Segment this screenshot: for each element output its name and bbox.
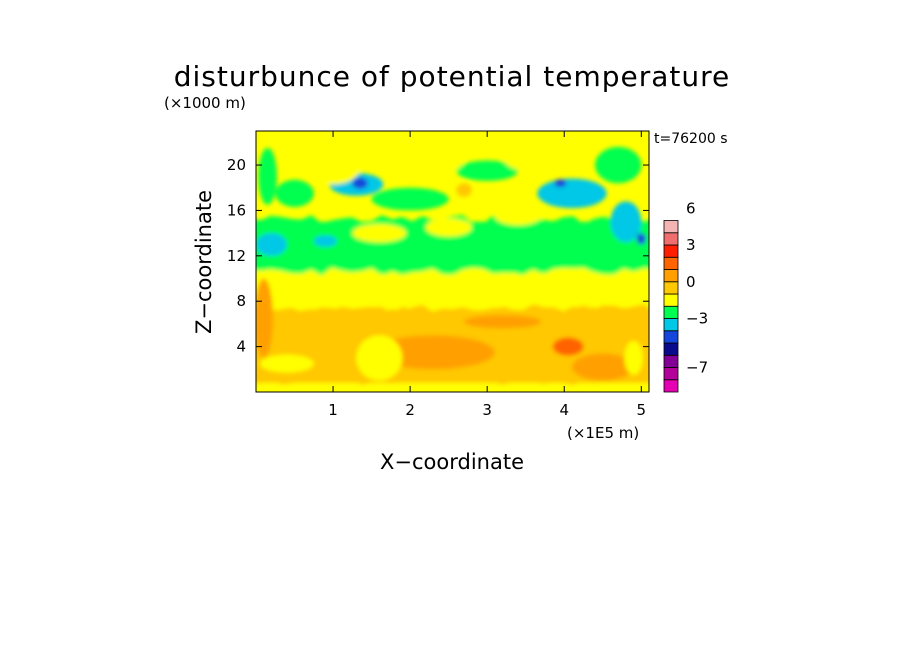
colorbar-swatch (663, 256, 679, 270)
field-patch (258, 148, 277, 205)
colorbar-swatch (663, 269, 679, 283)
colorbar-swatch (663, 379, 679, 393)
field-patch (371, 187, 449, 211)
colorbar-swatch (663, 354, 679, 368)
colorbar-tick-label: −3 (686, 310, 708, 328)
time-label: t=76200 s (654, 131, 728, 147)
field-patch (259, 354, 314, 373)
x-unit-label: (×1E5 m) (567, 424, 639, 442)
field-patch (456, 160, 518, 181)
plot-area (256, 131, 649, 392)
colorbar-swatch (663, 281, 679, 295)
colorbar-swatch (663, 220, 679, 234)
field-patch (456, 183, 472, 197)
y-tick-label: 8 (236, 292, 246, 310)
field-patch (256, 278, 273, 358)
colorbar-swatch (663, 318, 679, 332)
x-tick-label: 2 (405, 401, 415, 419)
field-patch (624, 340, 643, 375)
colorbar-swatch (663, 293, 679, 307)
y-axis: 4 8 12 16 20 (227, 156, 649, 356)
x-axis: 1 2 3 4 5 (328, 131, 646, 419)
x-tick-label: 5 (637, 401, 647, 419)
colorbar-tick-label: 0 (686, 273, 696, 291)
field-band (256, 382, 649, 392)
field-patch (554, 179, 567, 188)
colorbar-tick-label: −7 (686, 359, 708, 377)
x-tick-label: 4 (559, 401, 569, 419)
field-patch (256, 233, 287, 256)
contour-field (256, 141, 649, 392)
x-axis-label: X−coordinate (380, 450, 524, 474)
y-tick-label: 4 (236, 338, 246, 356)
field-patch (610, 201, 642, 243)
field-patch (552, 337, 584, 356)
y-axis-label: Z−coordinate (192, 190, 216, 334)
field-patch (352, 224, 407, 243)
field-patch (356, 335, 403, 381)
field-patch (425, 218, 472, 237)
field-patch (417, 145, 465, 173)
field-patch (371, 335, 495, 370)
field-patch (313, 235, 337, 247)
colorbar-tick-label: 6 (686, 199, 696, 217)
plot-frame (255, 130, 650, 393)
field-patch (502, 141, 549, 171)
colorbar-swatch (663, 305, 679, 319)
colorbar-swatch (663, 367, 679, 381)
field-patch (571, 353, 634, 381)
field-patch (595, 146, 642, 184)
field-patch (352, 177, 368, 189)
field-patch (275, 179, 314, 208)
y-tick-label: 16 (227, 201, 246, 219)
field-patch (464, 314, 542, 329)
x-tick-label: 3 (482, 401, 492, 419)
colorbar-swatch (663, 342, 679, 356)
colorbar-swatch (663, 244, 679, 258)
y-unit-label: (×1000 m) (164, 94, 246, 112)
colorbar-tick-label: 3 (686, 236, 696, 254)
field-contour (256, 267, 649, 314)
field-patch (537, 178, 607, 209)
field-patch (306, 150, 361, 185)
field-patch (494, 207, 542, 226)
y-tick-label: 20 (227, 156, 246, 174)
colorbar: −7 −3 0 3 6 (663, 199, 708, 393)
x-tick-label: 1 (328, 401, 338, 419)
colorbar-swatch (663, 330, 679, 344)
colorbar-swatch (663, 232, 679, 246)
chart-title: disturbunce of potential temperature (174, 60, 731, 93)
field-patch (636, 233, 646, 245)
y-tick-label: 12 (227, 247, 246, 265)
